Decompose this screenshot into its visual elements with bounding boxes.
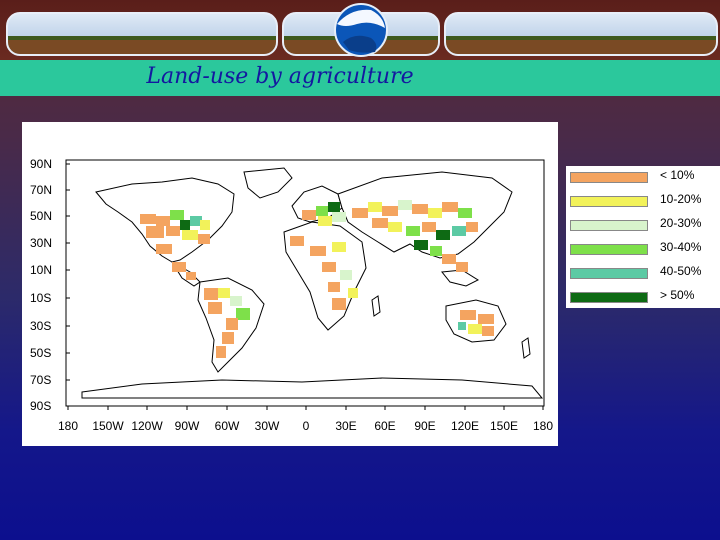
lat-label: 70N — [30, 183, 52, 197]
legend-item: < 10% — [566, 168, 720, 188]
lon-label: 0 — [303, 419, 310, 433]
lon-label: 30E — [335, 419, 356, 433]
legend-item: 30-40% — [566, 240, 720, 260]
legend-swatch — [570, 220, 648, 231]
legend-label: > 50% — [660, 288, 695, 302]
legend-label: < 10% — [660, 168, 695, 182]
legend-item: 20-30% — [566, 216, 720, 236]
lon-label: 90W — [175, 419, 200, 433]
lon-label: 60W — [215, 419, 240, 433]
lon-label: 60E — [374, 419, 395, 433]
lat-label: 50S — [30, 346, 51, 360]
legend-label: 30-40% — [660, 240, 702, 254]
land-use-map: 90N 70N 50N 30N 10N 10S 30S 50S 70S 90S — [22, 122, 558, 446]
lon-label: 120W — [131, 419, 163, 433]
lon-label: 150E — [490, 419, 518, 433]
landscape-panel-left — [6, 12, 278, 56]
title-bar — [0, 60, 720, 96]
legend-label: 20-30% — [660, 216, 702, 230]
lon-label: 120E — [451, 419, 479, 433]
legend-swatch — [570, 172, 648, 183]
land-use-cells — [140, 200, 494, 358]
lat-label: 70S — [30, 373, 51, 387]
lon-label: 180 — [533, 419, 553, 433]
longitude-axis: 180 150W 120W 90W 60W 30W 0 30E 60E 90E … — [58, 406, 553, 433]
legend-item: 40-50% — [566, 264, 720, 284]
map-legend: < 10% 10-20% 20-30% 30-40% 40-50% > 50% — [566, 166, 720, 308]
legend-swatch — [570, 268, 648, 279]
header-banner — [0, 0, 720, 60]
page-title: Land-use by agriculture — [146, 64, 414, 89]
lat-label: 30N — [30, 236, 52, 250]
lat-label: 10N — [30, 263, 52, 277]
legend-swatch — [570, 244, 648, 255]
lat-label: 90S — [30, 399, 51, 413]
lon-label: 90E — [414, 419, 435, 433]
legend-swatch — [570, 196, 648, 207]
legend-label: 40-50% — [660, 264, 702, 278]
lon-label: 30W — [255, 419, 280, 433]
lon-label: 180 — [58, 419, 78, 433]
globe-logo-icon — [334, 3, 388, 57]
legend-swatch — [570, 292, 648, 303]
legend-item: 10-20% — [566, 192, 720, 212]
legend-label: 10-20% — [660, 192, 702, 206]
lat-label: 50N — [30, 209, 52, 223]
landscape-panel-right — [444, 12, 718, 56]
legend-item: > 50% — [566, 288, 720, 308]
lat-label: 90N — [30, 157, 52, 171]
latitude-axis: 90N 70N 50N 30N 10N 10S 30S 50S 70S 90S — [30, 157, 70, 413]
lat-label: 10S — [30, 291, 51, 305]
world-map: 90N 70N 50N 30N 10N 10S 30S 50S 70S 90S — [30, 157, 553, 433]
lat-label: 30S — [30, 319, 51, 333]
lon-label: 150W — [92, 419, 124, 433]
